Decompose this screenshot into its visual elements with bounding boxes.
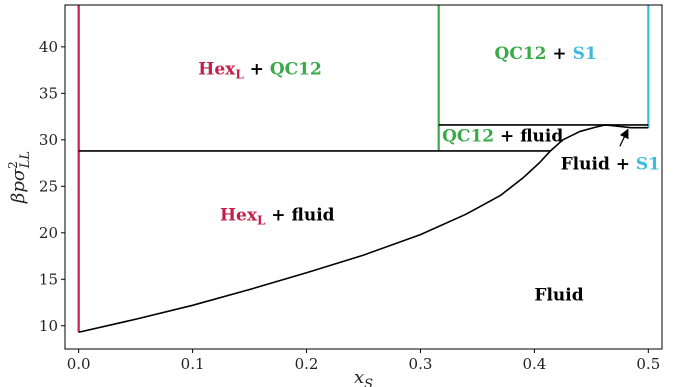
x-axis-label: xS bbox=[354, 367, 373, 387]
region-labels: HexL + QC12 QC12 + S1 QC12 + fluid Fluid + … bbox=[198, 44, 660, 306]
region-label: QC12 + fluid bbox=[442, 127, 563, 147]
region-label: HexL + fluid bbox=[220, 206, 335, 228]
y-tick-label: 25 bbox=[39, 177, 58, 195]
region-label: Fluid bbox=[534, 286, 583, 306]
region-label: HexL + QC12 bbox=[198, 60, 322, 82]
region-label: Fluid + S1 bbox=[561, 155, 660, 175]
x-tick-label: 0.1 bbox=[181, 355, 205, 373]
x-tick-label: 0.4 bbox=[522, 355, 546, 373]
y-tick-label: 15 bbox=[39, 270, 58, 288]
x-tick-label: 0.3 bbox=[409, 355, 433, 373]
annotation-arrow bbox=[619, 128, 629, 147]
y-tick-label: 40 bbox=[39, 38, 58, 56]
axes: 0.0 0.1 0.2 0.3 0.4 0.5 10 15 20 25 30 35 40 xS βpσ2LL bbox=[6, 4, 663, 387]
y-tick-label: 30 bbox=[39, 131, 58, 149]
fluid-boundary bbox=[78, 124, 649, 334]
y-tick-label: 20 bbox=[39, 224, 58, 242]
y-tick-label: 10 bbox=[39, 317, 58, 335]
y-tick-label: 35 bbox=[39, 84, 58, 102]
x-tick-label: 0.2 bbox=[295, 355, 319, 373]
y-axis-label: βpσ2LL bbox=[6, 151, 33, 204]
x-tick-label: 0.0 bbox=[67, 355, 91, 373]
series-lines bbox=[77, 5, 650, 334]
plot-frame bbox=[64, 4, 663, 350]
region-label: QC12 + S1 bbox=[495, 44, 597, 64]
x-tick-label: 0.5 bbox=[636, 355, 660, 373]
